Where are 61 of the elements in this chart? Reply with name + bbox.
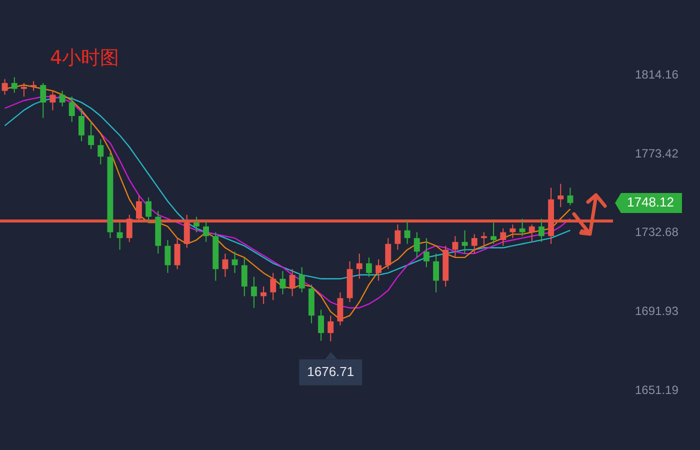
candlestick <box>260 286 267 304</box>
candlestick <box>193 216 200 233</box>
candlestick <box>78 108 84 142</box>
candlestick <box>500 228 506 246</box>
candlestick <box>30 80 37 92</box>
candlestick <box>136 194 142 224</box>
candlestick <box>59 90 66 107</box>
y-tick-label: 1814.16 <box>635 67 679 82</box>
candlestick <box>203 220 210 242</box>
candlestick <box>98 138 104 165</box>
annotation: 1676.71 <box>307 364 354 379</box>
candlestick <box>164 240 171 274</box>
candlestick <box>356 253 362 280</box>
candlestick <box>146 196 152 224</box>
candlestick <box>404 220 410 244</box>
candlestick <box>184 214 190 248</box>
candlestick <box>528 224 535 242</box>
candlestick <box>385 238 392 270</box>
chart-title: 4小时图 <box>50 46 120 71</box>
candlestick <box>462 230 468 254</box>
candlestick <box>376 258 382 282</box>
candlestick <box>423 238 430 268</box>
candlestick <box>510 224 516 239</box>
candlestick <box>471 234 478 254</box>
candlestick <box>480 232 487 248</box>
text: 1748.12 <box>627 194 674 210</box>
candlestick <box>174 238 180 270</box>
candlestick <box>538 218 544 242</box>
candlestick <box>232 251 238 274</box>
candlestick <box>222 253 228 278</box>
candlestick <box>490 222 497 244</box>
candlestick <box>337 292 344 326</box>
candlestick <box>126 214 132 242</box>
y-tick-label: 1732.68 <box>635 225 679 240</box>
candlestick <box>241 256 248 297</box>
candlestick <box>2 78 8 96</box>
candlestick <box>270 272 276 301</box>
candlestick <box>433 253 440 293</box>
candlestick <box>414 232 420 258</box>
candlestick <box>318 309 324 342</box>
candlestick <box>394 224 401 250</box>
candlestick <box>567 187 574 206</box>
candlestick <box>289 268 296 297</box>
candlestick <box>68 96 75 122</box>
candlestick <box>452 236 458 258</box>
candlestick <box>40 82 46 118</box>
y-tick-label: 1773.42 <box>635 146 679 160</box>
candlestick <box>20 82 27 98</box>
y-tick-label: 1651.19 <box>635 383 679 398</box>
candlestick <box>558 183 564 208</box>
candlestick <box>250 276 257 308</box>
candlestick <box>519 218 526 237</box>
candlestick <box>116 222 123 250</box>
candlestick <box>88 121 94 150</box>
candlestick <box>50 90 56 111</box>
candlestick <box>366 256 372 278</box>
candlestick <box>328 315 334 342</box>
candlestick <box>11 76 18 94</box>
candlestick <box>280 270 286 295</box>
candlestick <box>298 266 305 293</box>
y-tick-label: 1691.93 <box>635 304 679 318</box>
